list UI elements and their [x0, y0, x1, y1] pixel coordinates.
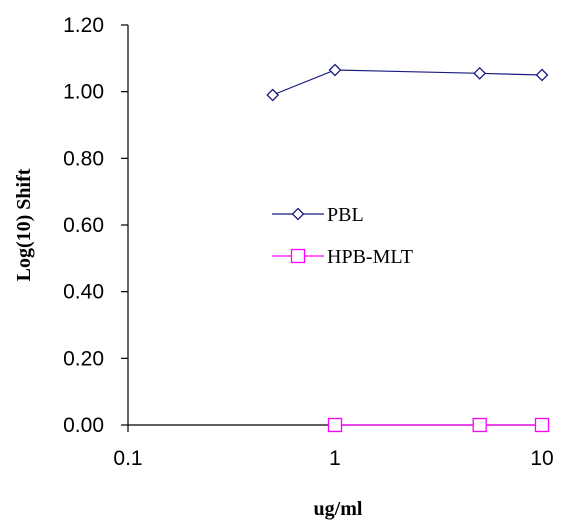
y-tick-label: 0.60: [63, 214, 104, 237]
legend-entry: PBL: [272, 204, 364, 226]
data-point: [266, 88, 280, 102]
x-tick-label: 10: [530, 447, 553, 470]
data-point: [472, 417, 487, 433]
y-axis-title: Log(10) Shift: [13, 168, 35, 281]
data-point: [328, 63, 342, 77]
series-pbl: [266, 63, 549, 102]
data-point: [534, 417, 550, 433]
data-point: [473, 66, 487, 80]
series-line: [272, 69, 543, 96]
series-hpb-mlt: [327, 417, 550, 433]
legend-marker: [291, 207, 305, 221]
axes: [121, 24, 543, 432]
legend-entry: HPB-MLT: [272, 246, 413, 268]
data-point: [327, 417, 343, 433]
y-tick-label: 1.20: [63, 14, 104, 37]
x-axis-title: ug/ml: [314, 498, 363, 520]
legend-marker: [290, 248, 306, 264]
y-tick-label: 1.00: [63, 81, 104, 104]
x-tick-label: 0.1: [113, 447, 142, 470]
data-point: [535, 68, 549, 82]
legend: PBL HPB-MLT: [272, 204, 413, 268]
y-tick-label: 0.40: [63, 281, 104, 304]
legend-label: HPB-MLT: [327, 246, 413, 268]
x-tick-label: 1: [329, 447, 341, 470]
series: [266, 63, 550, 433]
legend-label: PBL: [327, 204, 364, 226]
y-tick-label: 0.20: [63, 347, 104, 370]
y-tick-label: 0.00: [63, 414, 104, 437]
y-tick-label: 0.80: [63, 147, 104, 170]
tick-labels: 0.00 0.20 0.40 0.60 0.80 1.00 1.20 0.1 1 10: [63, 14, 554, 470]
